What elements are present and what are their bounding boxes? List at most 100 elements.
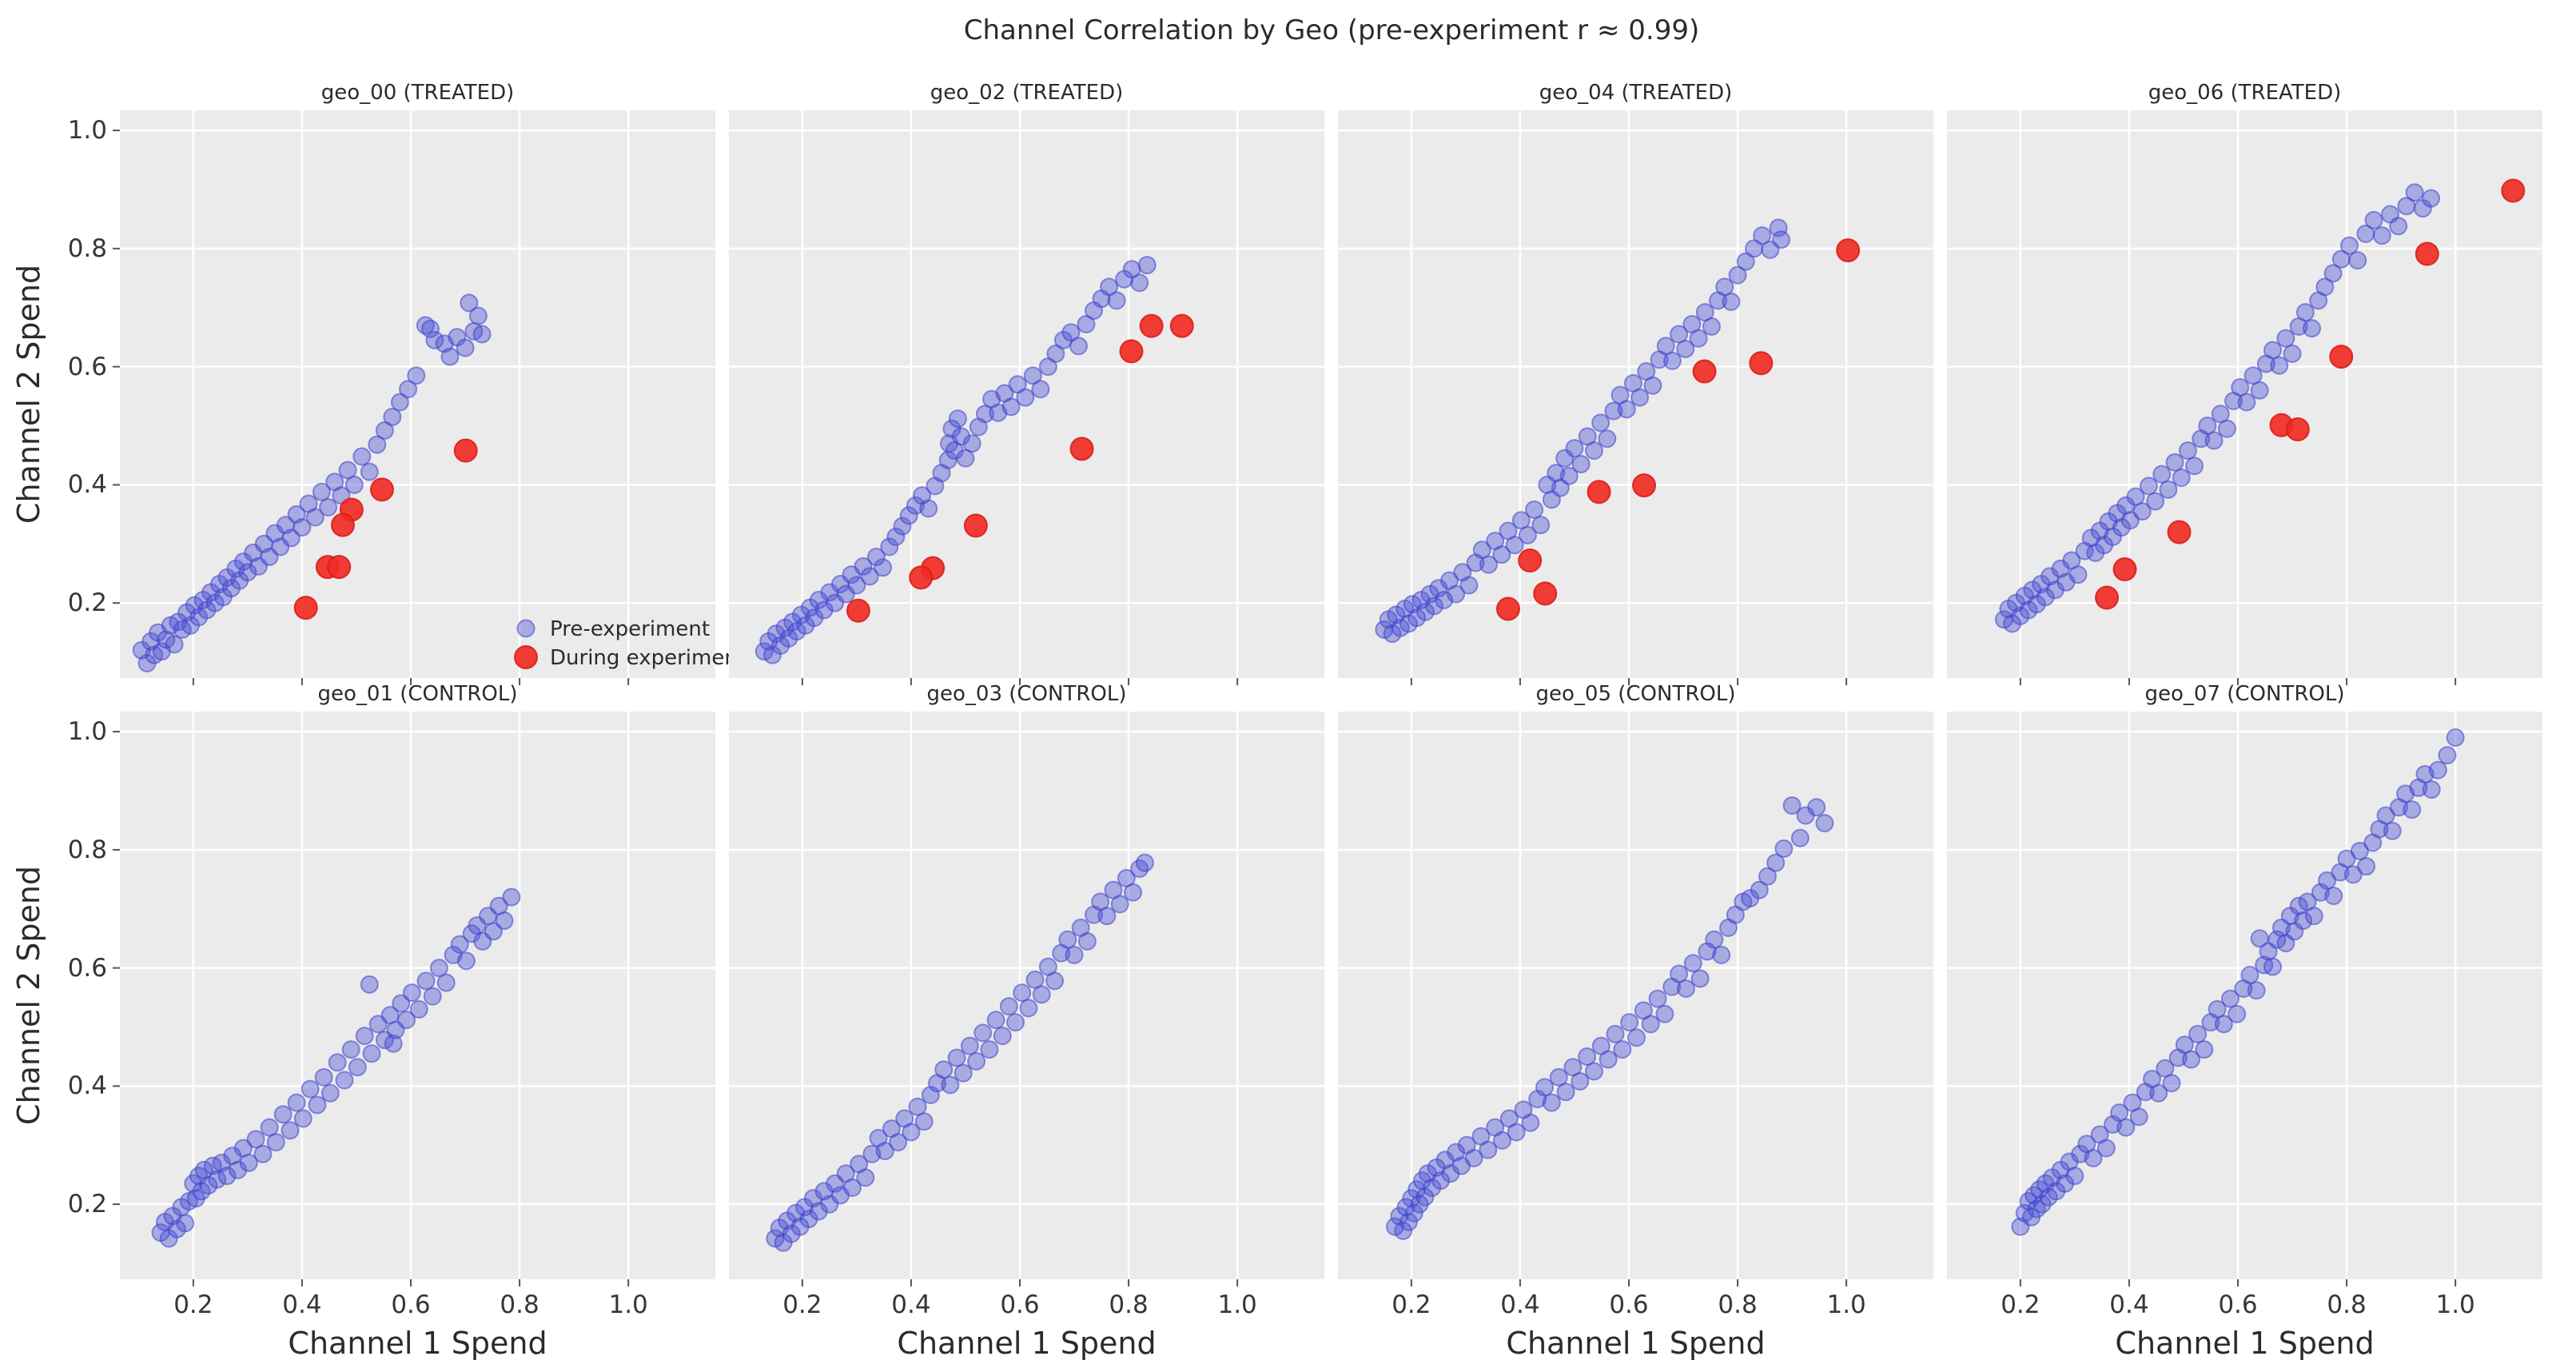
pre-experiment-point <box>1518 525 1537 544</box>
pre-experiment-point <box>902 1123 921 1142</box>
pre-experiment-point <box>856 1168 875 1187</box>
during-experiment-point <box>1169 313 1194 338</box>
pre-experiment-point <box>305 508 324 527</box>
pre-experiment-point <box>266 1133 285 1152</box>
pre-experiment-point <box>1571 1071 1590 1091</box>
pre-experiment-point <box>2428 760 2447 780</box>
pre-experiment-point <box>368 435 387 454</box>
subplot-title-geo_06: geo_06 (TREATED) <box>2148 81 2342 105</box>
pre-experiment-point <box>2438 746 2457 765</box>
pre-experiment-point <box>1599 1050 1618 1069</box>
pre-experiment-point <box>2195 1040 2214 1059</box>
pre-experiment-point <box>1464 1149 1483 1168</box>
pre-experiment-point <box>352 447 372 466</box>
pre-experiment-point <box>934 1060 954 1079</box>
during-experiment-point <box>2167 520 2192 544</box>
x-axis-label-geo_01: Channel 1 Spend <box>288 1326 547 1361</box>
x-tick-label: 0.8 <box>1718 1290 1758 1319</box>
pre-experiment-point <box>2084 1149 2103 1168</box>
pre-experiment-point <box>1643 376 1662 395</box>
pre-experiment-point <box>2152 465 2172 484</box>
y-tick-label: 0.6 <box>67 953 107 983</box>
pre-experiment-point <box>2178 441 2197 461</box>
pre-experiment-point <box>948 409 967 429</box>
pre-experiment-point <box>281 1121 300 1140</box>
plot-area-geo_04 <box>1338 110 1933 685</box>
pre-experiment-point <box>1492 545 1511 564</box>
x-tick-label: 0.2 <box>2001 1290 2040 1319</box>
pre-experiment-point <box>2339 236 2359 255</box>
pre-experiment-point <box>1758 867 1777 886</box>
pre-experiment-point <box>2129 1107 2148 1127</box>
pre-experiment-point <box>1061 323 1081 342</box>
pre-experiment-point <box>1135 853 1154 872</box>
y-tick-label: 0.4 <box>67 1071 107 1101</box>
pre-experiment-point <box>1479 555 1498 574</box>
subplot-geo_06 <box>1947 110 2542 685</box>
pre-experiment-point <box>1613 1040 1632 1059</box>
during-experiment-point <box>846 598 870 623</box>
subplot-title-geo_07: geo_07 (CONTROL) <box>2144 682 2345 706</box>
pre-experiment-point <box>2162 1074 2181 1093</box>
during-experiment-point <box>1139 313 1164 338</box>
x-tick-label: 0.2 <box>173 1290 213 1319</box>
pre-experiment-point <box>1728 265 1747 285</box>
pre-experiment-point <box>1023 366 1042 385</box>
pre-experiment-point <box>314 1067 333 1087</box>
y-tick-label: 0.4 <box>67 470 107 500</box>
pre-experiment-point <box>1722 292 1741 311</box>
during-experiment-marker <box>514 645 538 669</box>
pre-experiment-point <box>1584 1062 1603 1081</box>
pre-experiment-point <box>1559 466 1579 485</box>
during-experiment-point <box>1069 437 1094 461</box>
pre-experiment-point <box>281 528 301 548</box>
x-tick-label: 0.8 <box>500 1290 539 1319</box>
subplot-geo_05 <box>1338 712 1933 1286</box>
pre-experiment-point <box>1069 337 1088 356</box>
pre-experiment-point <box>355 1027 374 1046</box>
pre-experiment-point <box>253 1144 273 1163</box>
pre-experiment-point <box>1705 930 1724 949</box>
pre-experiment-point <box>1771 230 1790 249</box>
pre-experiment-point <box>866 548 886 567</box>
pre-experiment-point <box>1753 226 1772 245</box>
x-axis-label-geo_03: Channel 1 Spend <box>897 1326 1157 1361</box>
pre-experiment-point <box>1807 798 1826 817</box>
pre-experiment-point <box>1683 954 1702 973</box>
pre-experiment-point <box>362 1044 381 1063</box>
pre-experiment-point <box>2303 319 2322 338</box>
x-tick-label: 0.2 <box>1392 1290 1431 1319</box>
pre-experiment-point <box>2172 469 2191 488</box>
pre-experiment-point <box>360 975 379 994</box>
pre-experiment-point <box>293 518 312 537</box>
pre-experiment-point <box>1782 796 1802 815</box>
pre-experiment-point <box>814 600 834 620</box>
pre-experiment-point <box>2389 217 2408 236</box>
pre-experiment-point <box>472 325 492 344</box>
pre-experiment-point <box>2217 419 2236 438</box>
pre-experiment-point <box>2139 477 2158 496</box>
pre-experiment-point <box>375 421 394 440</box>
subplot-title-geo_02: geo_02 (TREATED) <box>930 81 1124 105</box>
during-experiment-point <box>1836 238 1861 263</box>
pre-experiment-point <box>941 1075 960 1095</box>
pre-experiment-point <box>1736 252 1755 271</box>
pre-experiment-point <box>1662 351 1682 370</box>
subplot-geo_01 <box>113 712 715 1286</box>
pre-experiment-point <box>1521 1113 1540 1132</box>
pre-experiment-point <box>914 1112 934 1131</box>
pre-experiment-point <box>1591 413 1610 433</box>
subplot-title-geo_03: geo_03 (CONTROL) <box>926 682 1127 706</box>
during-experiment-point <box>1749 351 1774 376</box>
pre-experiment-point <box>2220 989 2240 1008</box>
x-tick-label: 0.6 <box>391 1290 431 1319</box>
pre-experiment-point <box>440 347 460 366</box>
pre-experiment-point <box>460 293 479 313</box>
pre-experiment-point <box>1492 1131 1511 1150</box>
pre-experiment-point <box>2343 865 2363 884</box>
pre-experiment-point <box>2204 431 2224 450</box>
pre-experiment-point <box>1415 1187 1435 1206</box>
pre-experiment-point <box>1124 883 1143 902</box>
pre-experiment-point <box>392 994 411 1013</box>
x-axis-label-geo_07: Channel 1 Spend <box>2115 1326 2375 1361</box>
